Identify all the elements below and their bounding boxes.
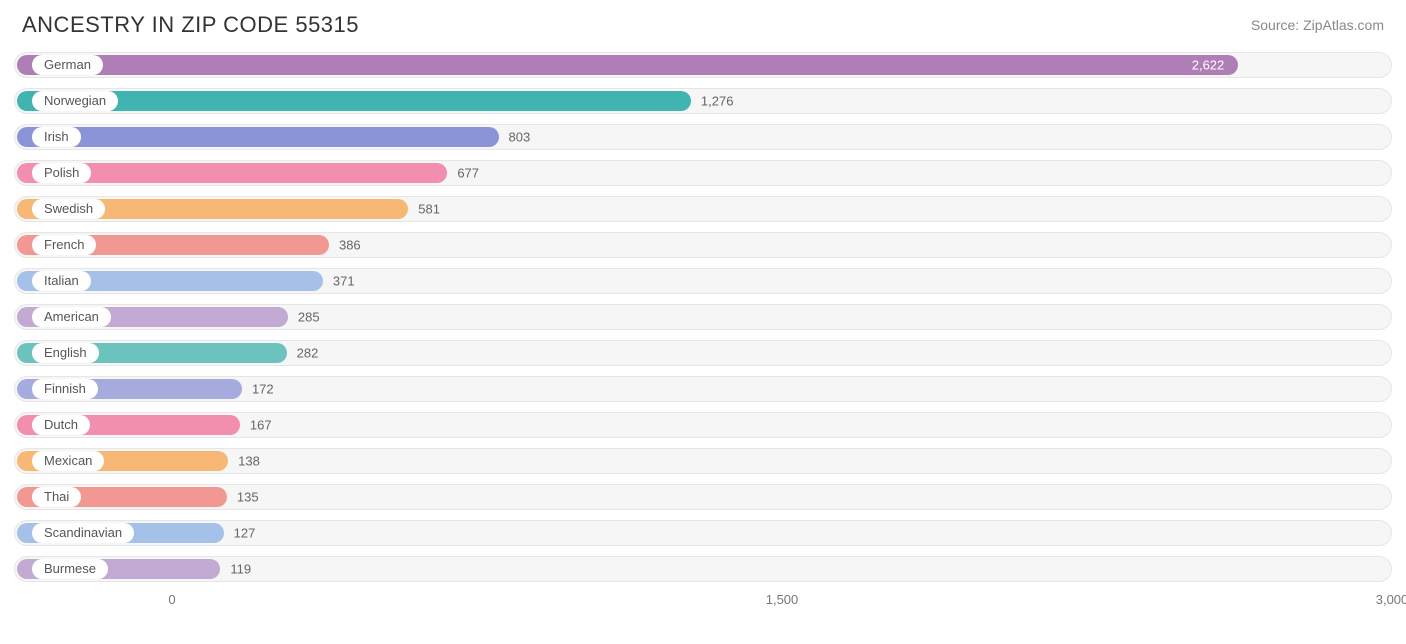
bar-value: 677 xyxy=(457,166,479,181)
bar-value: 1,276 xyxy=(701,94,734,109)
bar-value: 135 xyxy=(237,490,259,505)
bar-row: Thai 135 xyxy=(14,482,1392,512)
bar-row: Mexican 138 xyxy=(14,446,1392,476)
bar-label-pill: English xyxy=(32,343,99,363)
bar-row: Irish 803 xyxy=(14,122,1392,152)
bar-value: 803 xyxy=(509,130,531,145)
bar-value: 285 xyxy=(298,310,320,325)
bar-fill xyxy=(17,91,691,111)
bar-row: Italian 371 xyxy=(14,266,1392,296)
bar-row: Finnish 172 xyxy=(14,374,1392,404)
bar-row: French 386 xyxy=(14,230,1392,260)
bar-label-pill: Mexican xyxy=(32,451,104,471)
bar-row: Swedish 581 xyxy=(14,194,1392,224)
bar-value: 172 xyxy=(252,382,274,397)
x-axis-tick: 0 xyxy=(168,592,175,607)
chart-title: ANCESTRY IN ZIP CODE 55315 xyxy=(22,12,359,38)
bar-label-pill: Swedish xyxy=(32,199,105,219)
bar-value: 581 xyxy=(418,202,440,217)
bar-row: English 282 xyxy=(14,338,1392,368)
chart-source: Source: ZipAtlas.com xyxy=(1251,17,1384,33)
bar-value: 282 xyxy=(297,346,319,361)
bar-row: Dutch 167 xyxy=(14,410,1392,440)
bar-value: 386 xyxy=(339,238,361,253)
bar-fill xyxy=(17,55,1238,75)
bar-label-pill: American xyxy=(32,307,111,327)
bar-fill xyxy=(17,127,499,147)
bar-value: 127 xyxy=(234,526,256,541)
bar-value: 2,622 xyxy=(1192,58,1225,73)
bar-label-pill: Dutch xyxy=(32,415,90,435)
bar-row: Scandinavian 127 xyxy=(14,518,1392,548)
bar-label-pill: French xyxy=(32,235,96,255)
bar-value: 138 xyxy=(238,454,260,469)
bar-label-pill: Thai xyxy=(32,487,81,507)
bar-label-pill: Polish xyxy=(32,163,91,183)
bar-row: Burmese 119 xyxy=(14,554,1392,584)
chart-header: ANCESTRY IN ZIP CODE 55315 Source: ZipAt… xyxy=(0,0,1406,46)
bar-label-pill: Norwegian xyxy=(32,91,118,111)
bar-row: German 2,622 xyxy=(14,50,1392,80)
bar-track xyxy=(14,556,1392,582)
x-axis-tick: 1,500 xyxy=(766,592,799,607)
bar-value: 371 xyxy=(333,274,355,289)
bar-label-pill: Scandinavian xyxy=(32,523,134,543)
x-axis: 01,5003,000 xyxy=(14,590,1392,614)
bar-label-pill: Burmese xyxy=(32,559,108,579)
bar-value: 119 xyxy=(230,562,251,577)
bar-label-pill: Italian xyxy=(32,271,91,291)
bar-value: 167 xyxy=(250,418,272,433)
bar-row: Polish 677 xyxy=(14,158,1392,188)
bar-label-pill: German xyxy=(32,55,103,75)
bar-row: American 285 xyxy=(14,302,1392,332)
bar-label-pill: Irish xyxy=(32,127,81,147)
bar-label-pill: Finnish xyxy=(32,379,98,399)
x-axis-tick: 3,000 xyxy=(1376,592,1406,607)
chart-area: German 2,622 Norwegian 1,276 Irish 803 Polish 6… xyxy=(0,46,1406,584)
bar-row: Norwegian 1,276 xyxy=(14,86,1392,116)
